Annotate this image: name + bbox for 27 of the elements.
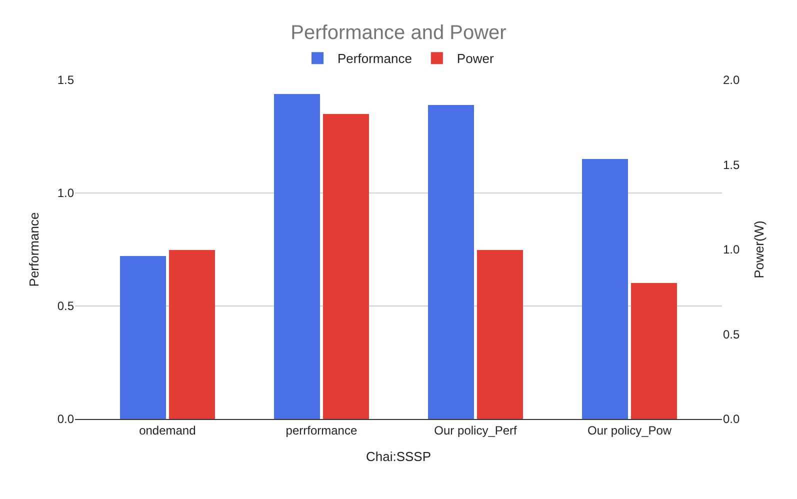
y-tick-label: 1.5 [57, 73, 74, 88]
bar [428, 105, 474, 419]
bar [120, 256, 166, 419]
bar [274, 94, 320, 419]
x-axis-title: Chai:SSSP [366, 449, 432, 464]
bar [323, 114, 369, 419]
legend-label: Power [456, 51, 494, 66]
y2-tick-label: 1.0 [723, 242, 740, 257]
bar [631, 283, 677, 419]
y-axis-title: Performance [26, 212, 42, 287]
y-tick-label: 1.0 [57, 186, 74, 200]
bar [477, 250, 523, 419]
bar [582, 159, 628, 419]
y2-tick-label: 0.0 [723, 412, 740, 426]
x-tick-label: perrformance [286, 423, 358, 438]
y2-axis-title: Power(W) [752, 220, 767, 278]
y-tick-label: 0.5 [57, 299, 74, 314]
y2-tick-label: 0.5 [723, 327, 740, 342]
legend-label: Performance [338, 51, 412, 66]
chart-title: Performance and Power [290, 22, 507, 44]
y2-tick-label: 2.0 [723, 73, 740, 88]
bar [169, 250, 215, 419]
y2-tick-label: 1.5 [723, 158, 740, 172]
x-tick-label: ondemand [139, 423, 196, 438]
x-tick-label: Our policy_Perf [434, 423, 518, 438]
y-tick-label: 0.0 [57, 412, 74, 426]
x-tick-label: Our policy_Pow [588, 423, 672, 438]
